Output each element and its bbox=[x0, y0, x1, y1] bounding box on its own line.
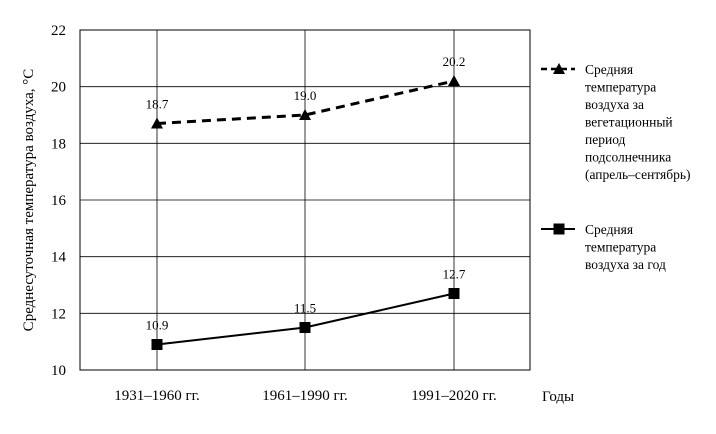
legend-label: (апрель–сентябрь) bbox=[585, 167, 691, 182]
data-point-marker bbox=[299, 109, 311, 120]
y-tick-label: 20 bbox=[51, 80, 66, 96]
y-tick-label: 10 bbox=[51, 363, 66, 379]
legend-label: подсолнечника bbox=[585, 150, 671, 165]
data-label: 12.7 bbox=[443, 267, 466, 282]
data-point-marker bbox=[151, 339, 163, 350]
legend-label: Средняя bbox=[585, 222, 633, 237]
grid bbox=[80, 30, 530, 370]
legend-swatch-marker bbox=[553, 223, 565, 235]
legend-label: воздуха за год bbox=[585, 257, 666, 272]
data-label: 19.0 bbox=[294, 88, 317, 103]
x-tick-label: 1961–1990 гг. bbox=[262, 388, 348, 404]
axes: 10 12 14 16 18 20 22 1931–1960 гг. 1961–1990 гг.… bbox=[21, 23, 574, 405]
data-label: 10.9 bbox=[146, 318, 169, 333]
y-tick-label: 18 bbox=[51, 136, 66, 152]
legend: Средняя температура воздуха за вегетационны… bbox=[541, 62, 691, 272]
data-labels: 18.7 19.0 20.2 10.9 11.5 12.7 bbox=[146, 54, 466, 333]
legend-label: воздуха за bbox=[585, 97, 644, 112]
legend-label: Средняя bbox=[585, 62, 633, 77]
y-tick-label: 14 bbox=[51, 250, 67, 266]
x-tick-label: 1991–2020 гг. bbox=[411, 388, 497, 404]
legend-label: температура bbox=[585, 80, 656, 95]
data-point-marker bbox=[299, 322, 311, 333]
x-axis-title: Годы bbox=[542, 389, 574, 405]
legend-swatch-marker bbox=[553, 63, 565, 74]
data-point-marker bbox=[448, 75, 460, 86]
y-axis-title: Среднесуточная температура воздуха, °С bbox=[21, 69, 37, 332]
x-tick-label: 1931–1960 гг. bbox=[114, 388, 200, 404]
data-label: 18.7 bbox=[146, 97, 169, 112]
data-label: 11.5 bbox=[294, 301, 316, 316]
y-tick-label: 12 bbox=[51, 306, 66, 322]
y-tick-label: 22 bbox=[51, 23, 66, 39]
series bbox=[151, 75, 460, 350]
data-label: 20.2 bbox=[443, 54, 466, 69]
series-line-1 bbox=[156, 79, 455, 125]
legend-label: температура bbox=[585, 240, 656, 255]
legend-label: период bbox=[585, 132, 626, 147]
legend-label: вегетационный bbox=[585, 115, 673, 130]
data-point-marker bbox=[151, 117, 163, 129]
plot-frame bbox=[79, 29, 531, 371]
y-tick-label: 16 bbox=[51, 193, 67, 209]
data-point-marker bbox=[448, 288, 460, 299]
